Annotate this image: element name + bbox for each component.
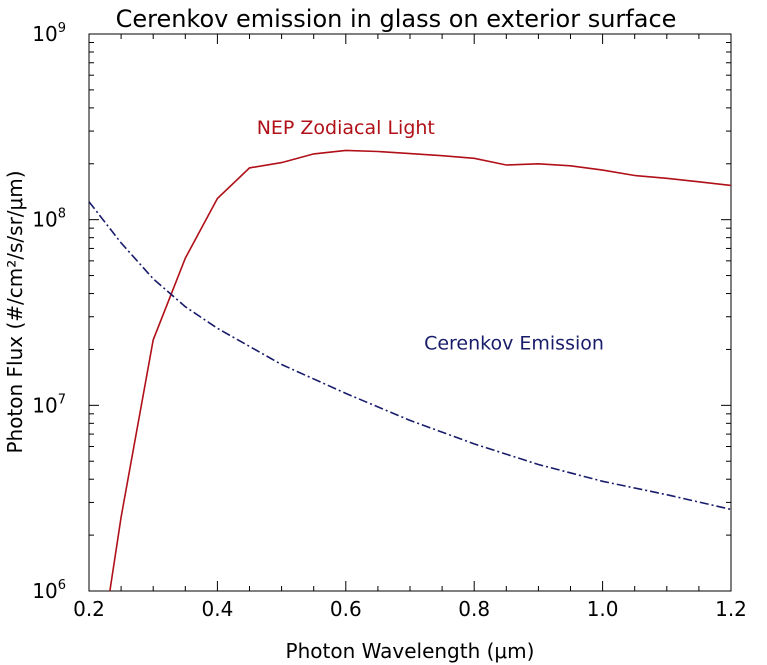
series-annotation: NEP Zodiacal Light (257, 117, 435, 139)
x-tick-label: 0.8 (458, 597, 490, 621)
y-tick-label: 107 (32, 392, 66, 417)
series-line-0 (109, 149, 731, 591)
x-tick-label: 0.4 (201, 597, 233, 621)
y-axis-label: Photon Flux (#/cm²/s/sr/μm) (3, 170, 27, 453)
y-tick-label: 109 (32, 21, 66, 46)
series-layer (89, 149, 731, 591)
x-tick-label: 0.2 (73, 597, 105, 621)
axis-ticks: 0.2 0.4 0.6 0.8 1.0 1.2 106 107 108 109 (32, 21, 747, 621)
annotation-layer: NEP Zodiacal Light Cerenkov Emission (257, 117, 604, 355)
x-tick-label: 0.6 (330, 597, 362, 621)
x-axis-label: Photon Wavelength (μm) (286, 639, 535, 663)
x-tick-label: 1.0 (587, 597, 619, 621)
chart-title: Cerenkov emission in glass on exterior s… (116, 5, 677, 33)
y-tick-label: 108 (32, 207, 66, 232)
series-annotation: Cerenkov Emission (424, 332, 604, 354)
y-tick-label: 106 (32, 578, 66, 603)
series-line-1 (89, 201, 731, 511)
x-tick-label: 1.2 (715, 597, 747, 621)
